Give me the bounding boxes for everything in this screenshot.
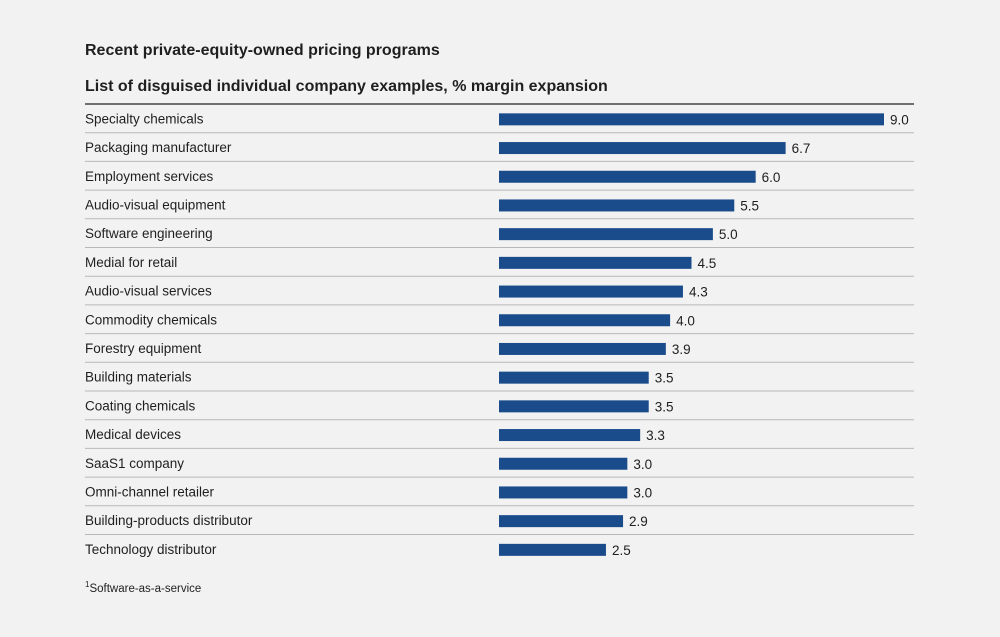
bar (499, 457, 628, 470)
bar (499, 515, 624, 528)
bar (499, 199, 735, 212)
value-label: 6.0 (762, 170, 781, 185)
value-label: 4.5 (698, 256, 717, 271)
value-label: 6.7 (792, 141, 811, 156)
footnote-text: Software-as-a-service (89, 582, 202, 595)
bar (499, 400, 649, 413)
bar (499, 113, 884, 126)
category-label: Audio-visual services (85, 284, 212, 299)
value-label: 3.5 (655, 399, 674, 414)
category-label: Commodity chemicals (85, 312, 217, 327)
category-label: Medical devices (85, 427, 181, 442)
value-label: 2.9 (629, 514, 648, 529)
value-label: 3.0 (633, 457, 652, 472)
bar (499, 342, 666, 355)
value-label: 3.3 (646, 428, 665, 443)
value-label: 4.3 (689, 285, 708, 300)
chart-subtitle: List of disguised individual company exa… (85, 78, 608, 95)
category-label: Technology distributor (85, 542, 217, 557)
bar (499, 543, 606, 556)
value-label: 9.0 (890, 112, 909, 127)
category-label: Software engineering (85, 226, 213, 241)
category-label: Coating chemicals (85, 398, 196, 413)
category-label: Omni-channel retailer (85, 484, 215, 499)
category-label: Packaging manufacturer (85, 140, 232, 155)
value-label: 3.5 (655, 371, 674, 386)
value-label: 5.5 (740, 198, 759, 213)
category-label: Building materials (85, 370, 192, 385)
footnote: 1Software-as-a-service (85, 580, 201, 595)
bar (499, 142, 786, 155)
bar (499, 170, 756, 183)
bar (499, 371, 649, 384)
chart-title: Recent private-equity-owned pricing prog… (85, 42, 440, 59)
category-label: Medial for retail (85, 255, 177, 270)
category-label: Building-products distributor (85, 513, 253, 528)
bar (499, 486, 628, 499)
category-label: Employment services (85, 169, 214, 184)
value-label: 2.5 (612, 543, 631, 558)
bar (499, 285, 683, 298)
bar (499, 256, 692, 269)
value-label: 3.9 (672, 342, 691, 357)
value-label: 4.0 (676, 313, 695, 328)
category-label: SaaS1 company (85, 456, 184, 471)
category-label: Specialty chemicals (85, 111, 204, 126)
value-label: 3.0 (633, 485, 652, 500)
bar (499, 314, 671, 327)
category-label: Forestry equipment (85, 341, 202, 356)
footnote-marker: 1 (85, 580, 90, 589)
value-label: 5.0 (719, 227, 738, 242)
bar (499, 429, 641, 442)
bar (499, 228, 713, 241)
category-label: Audio-visual equipment (85, 197, 226, 212)
